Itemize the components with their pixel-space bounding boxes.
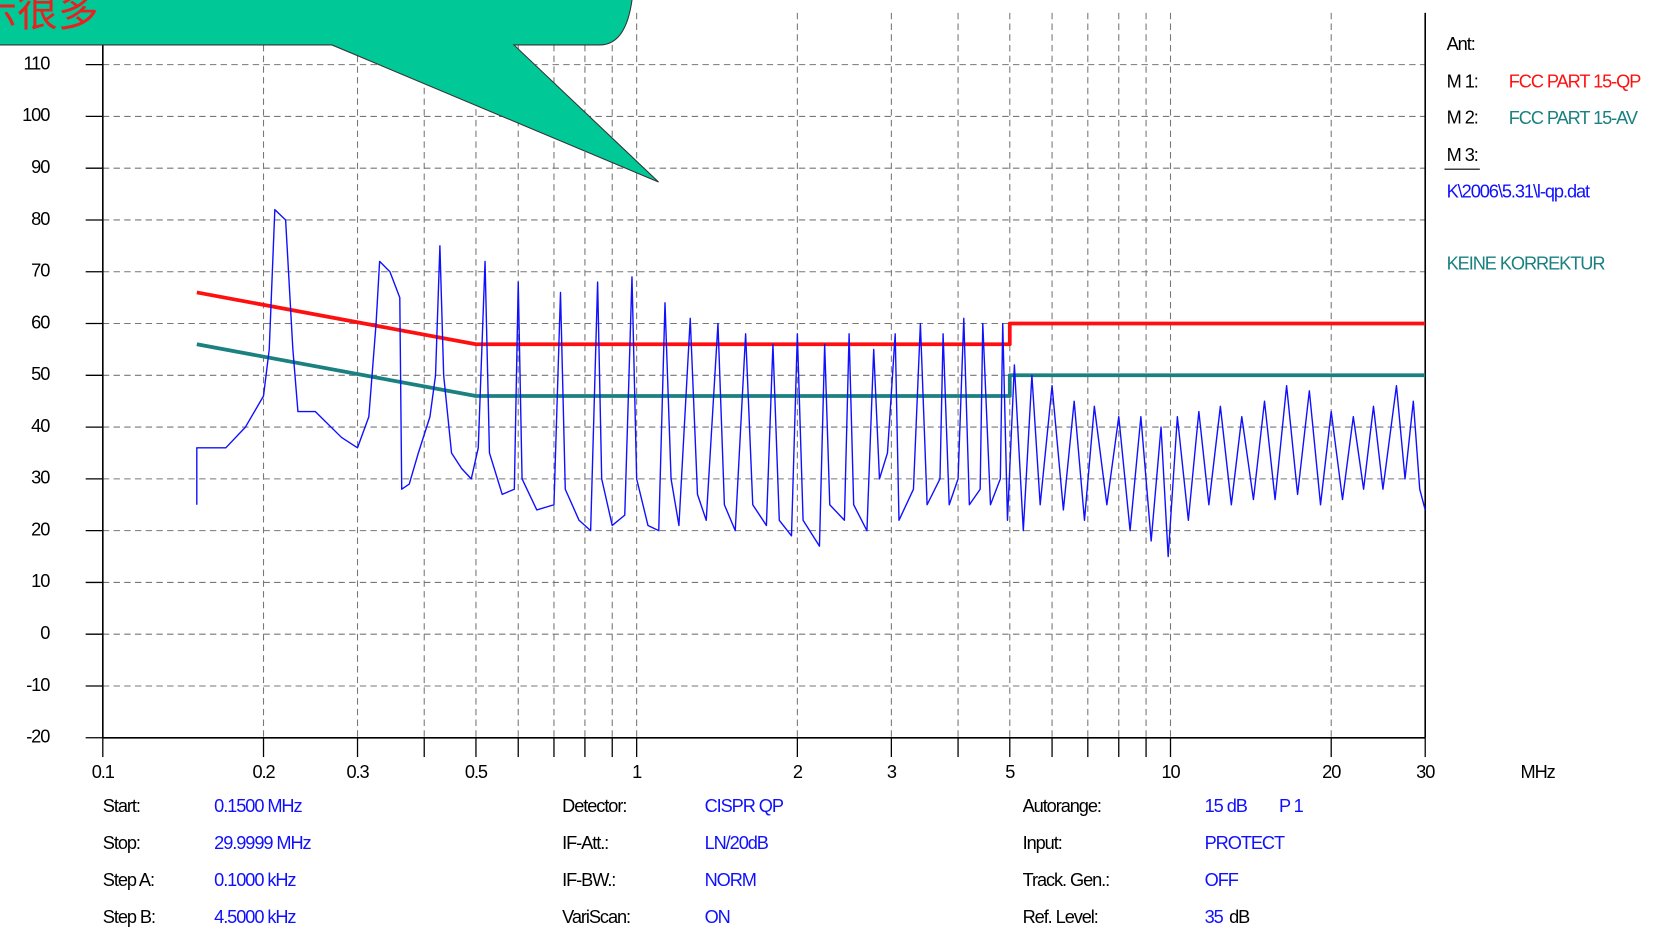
y-tick-label: 10 <box>31 571 50 591</box>
setting-extra: P 1 <box>1279 796 1304 816</box>
x-tick-label: 10 <box>1161 762 1180 782</box>
setting-label: Start: <box>103 796 140 816</box>
x-tick-label: 20 <box>1322 762 1341 782</box>
x-tick-label: 2 <box>793 762 803 782</box>
setting-label: IF-Att.: <box>562 833 608 853</box>
y-tick-label: 60 <box>31 312 50 332</box>
setting-value: 35 <box>1205 907 1224 927</box>
legend-entry: FCC PART 15-QP <box>1509 71 1641 91</box>
setting-value: CISPR QP <box>705 796 784 816</box>
x-tick-label: 3 <box>887 762 897 782</box>
y-tick-label: 90 <box>31 157 50 177</box>
x-tick-label: 30 <box>1416 762 1435 782</box>
legend-label: M 2: <box>1447 108 1478 128</box>
x-unit: MHz <box>1521 762 1556 782</box>
setting-label: Stop: <box>103 833 140 853</box>
legend-label: M 1: <box>1447 71 1478 91</box>
y-tick-label: 80 <box>31 209 50 229</box>
setting-label: Step A: <box>103 870 154 890</box>
y-tick-label: 110 <box>23 53 50 73</box>
setting-value: NORM <box>705 870 756 890</box>
x-tick-label: 0.3 <box>346 762 369 782</box>
y-tick-label: -20 <box>26 727 50 747</box>
setting-value: ON <box>705 907 730 927</box>
legend-entry: FCC PART 15-AV <box>1509 108 1639 128</box>
antenna-label: Ant: <box>1447 34 1475 54</box>
callout-text: 示很多 <box>0 0 98 35</box>
x-tick-label: 0.2 <box>252 762 275 782</box>
y-tick-label: 100 <box>22 105 50 125</box>
setting-value: 0.1000 kHz <box>214 870 296 890</box>
y-tick-label: 50 <box>31 364 50 384</box>
setting-label: Input: <box>1023 833 1062 853</box>
setting-label: IF-BW.: <box>562 870 615 890</box>
setting-value: 29.9999 MHz <box>214 833 311 853</box>
correction: KEINE KORREKTUR <box>1447 253 1606 273</box>
setting-value: 4.5000 kHz <box>214 907 296 927</box>
series-line <box>196 290 1426 347</box>
setting-extra: dB <box>1229 907 1250 927</box>
setting-value: 15 dB <box>1205 796 1248 816</box>
x-tick-label: 0.5 <box>465 762 488 782</box>
legend-label: M 3: <box>1447 145 1478 165</box>
setting-label: Ref. Level: <box>1023 907 1098 927</box>
setting-label: Detector: <box>562 796 626 816</box>
setting-value: PROTECT <box>1205 833 1285 853</box>
y-tick-label: -10 <box>26 675 50 695</box>
y-tick-label: 20 <box>31 519 50 539</box>
setting-label: Step B: <box>103 907 155 927</box>
y-tick-label: 30 <box>31 468 50 488</box>
x-tick-label: 1 <box>632 762 642 782</box>
setting-label: VariScan: <box>562 907 630 927</box>
y-tick-label: 40 <box>31 416 50 436</box>
y-tick-label: 70 <box>31 261 50 281</box>
series-line <box>196 208 1426 558</box>
setting-value: 0.1500 MHz <box>214 796 302 816</box>
x-tick-label: 0.1 <box>92 762 115 782</box>
x-tick-label: 5 <box>1005 762 1015 782</box>
y-tick-label: 0 <box>40 623 50 643</box>
setting-value: LN/20dB <box>705 833 769 853</box>
setting-value: OFF <box>1205 870 1239 890</box>
series-line <box>196 342 1426 398</box>
setting-label: Autorange: <box>1023 796 1101 816</box>
file-name: K\2006\5.31\l-qp.dat <box>1447 182 1590 202</box>
setting-label: Track. Gen.: <box>1023 870 1110 890</box>
callout <box>0 0 659 183</box>
